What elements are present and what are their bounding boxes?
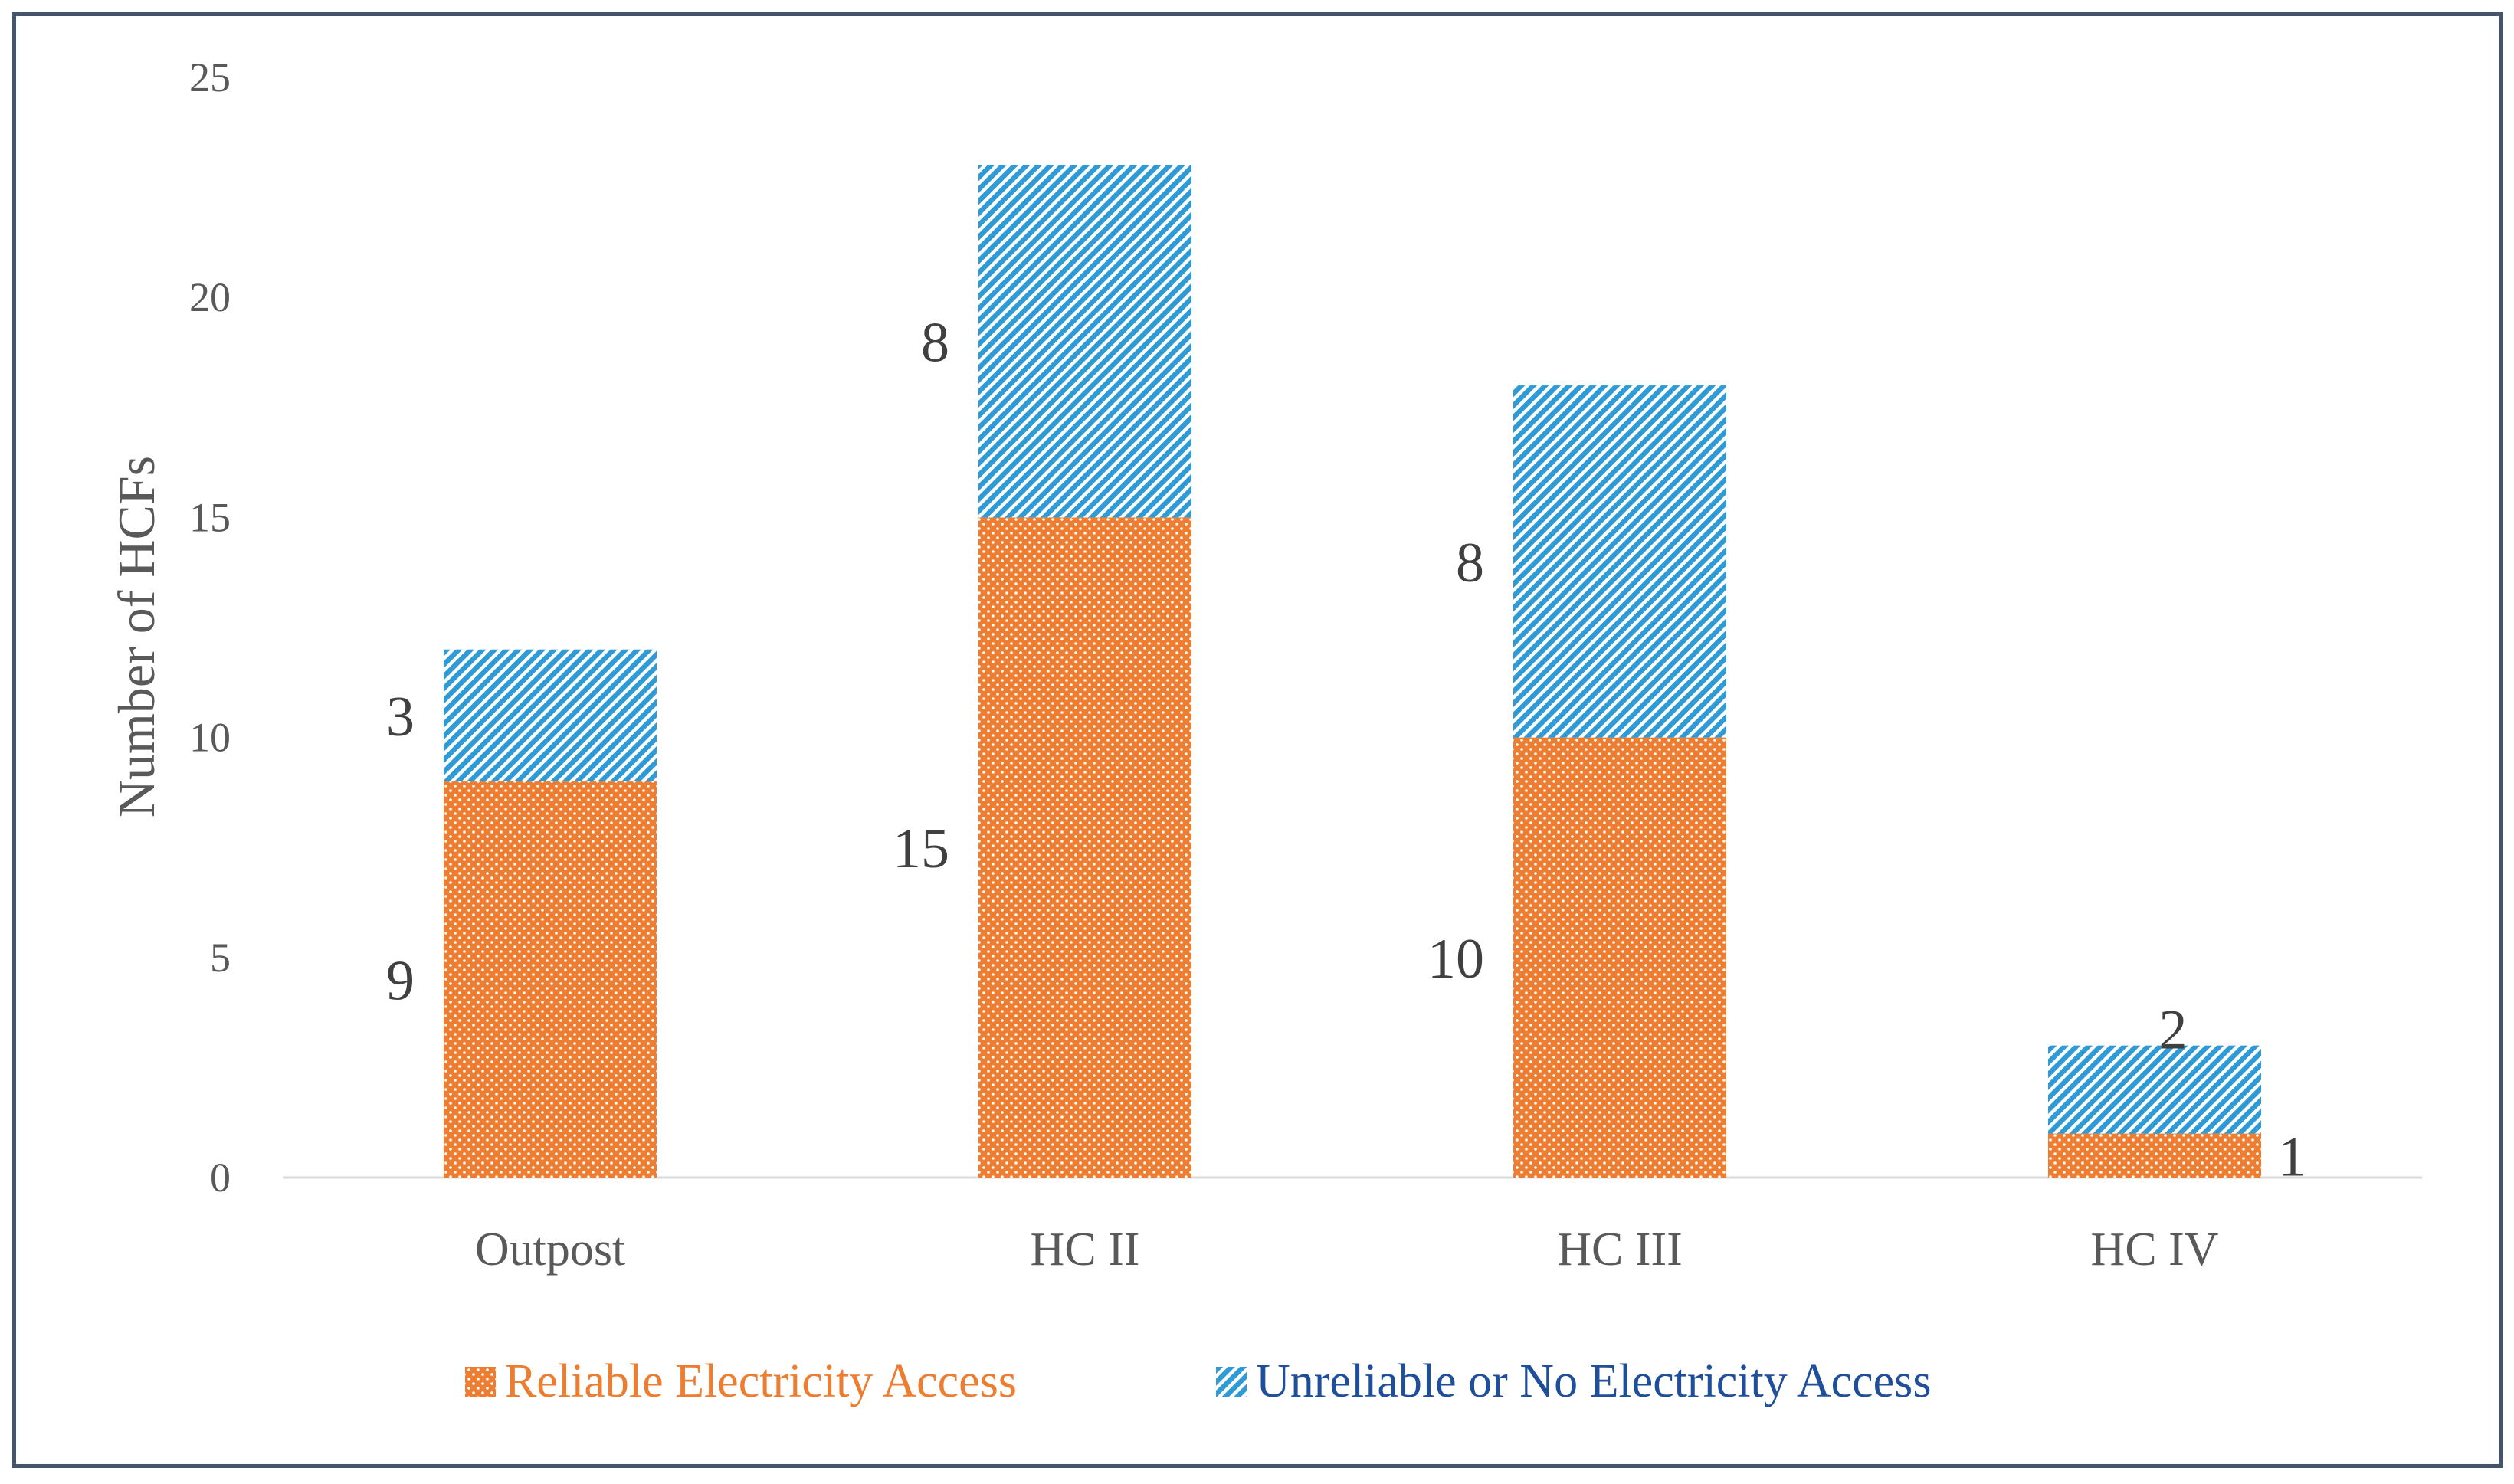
bar-unreliable-4	[2048, 1045, 2261, 1134]
data-label: 1	[2278, 1125, 2306, 1188]
data-label: 3	[386, 686, 415, 749]
data-label: 15	[893, 817, 949, 880]
y-tick-label: 0	[210, 1155, 231, 1201]
legend-swatch-unreliable	[1216, 1367, 1247, 1397]
x-tick-label: Outpost	[475, 1224, 625, 1276]
data-label: 8	[921, 312, 949, 375]
bar-unreliable-1	[444, 649, 657, 782]
y-tick-label: 15	[189, 494, 231, 540]
bar-unreliable-3	[1513, 385, 1726, 738]
bar-reliable-1	[444, 781, 657, 1178]
y-axis-title: Number of HCFs	[107, 456, 166, 817]
y-tick-label: 20	[189, 274, 231, 320]
data-label: 8	[1456, 532, 1484, 595]
y-tick-label: 25	[189, 54, 231, 100]
bar-reliable-4	[2048, 1133, 2261, 1178]
data-label: 2	[2159, 999, 2188, 1062]
data-label: 10	[1427, 928, 1484, 991]
x-tick-label: HC II	[1031, 1224, 1140, 1276]
y-tick-label: 5	[210, 935, 231, 981]
y-tick-label: 10	[189, 715, 231, 761]
stacked-bar-chart: Number of HCFs 0 5 10 15 20 25 9 3 15 8 10 8 1 2 Out…	[107, 54, 2422, 1407]
bar-unreliable-2	[978, 165, 1191, 518]
legend-label-reliable: Reliable Electricity Access	[505, 1355, 1017, 1407]
legend-label-unreliable: Unreliable or No Electricity Access	[1256, 1355, 1931, 1407]
x-tick-label: HC III	[1557, 1224, 1683, 1276]
bar-reliable-3	[1513, 737, 1726, 1178]
chart-frame: Number of HCFs 0 5 10 15 20 25 9 3 15 8 10 8 1 2 Out…	[12, 12, 2503, 1468]
data-label: 9	[386, 950, 415, 1013]
x-tick-label: HC IV	[2090, 1224, 2218, 1276]
bar-reliable-2	[978, 517, 1191, 1178]
legend-swatch-reliable	[465, 1367, 496, 1397]
